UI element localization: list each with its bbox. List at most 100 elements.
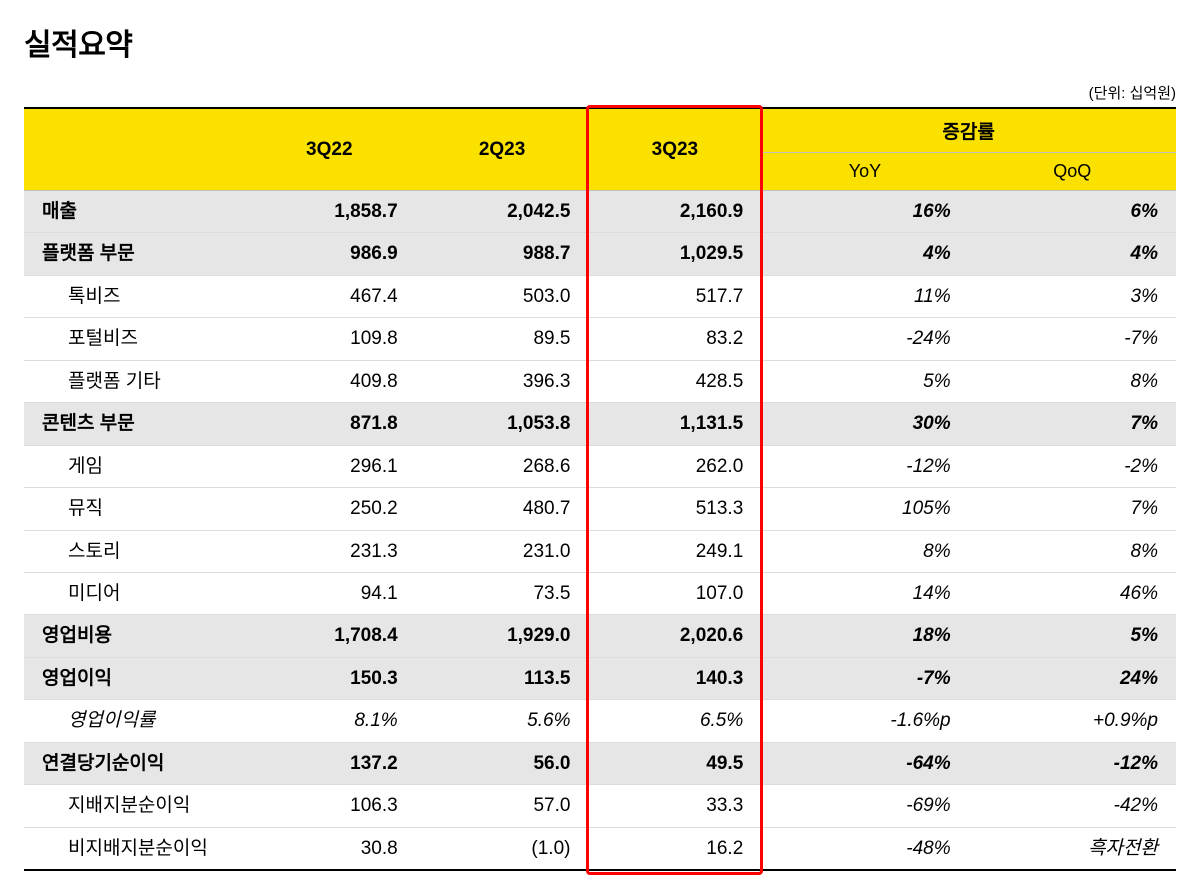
cell-3q23: 517.7	[588, 275, 761, 317]
cell-3q22: 296.1	[243, 445, 416, 487]
cell-3q22: 871.8	[243, 403, 416, 445]
cell-2q23: 231.0	[416, 530, 589, 572]
cell-3q23: 2,160.9	[588, 191, 761, 233]
cell-3q22: 467.4	[243, 275, 416, 317]
row-label: 포털비즈	[24, 318, 243, 360]
cell-2q23: 988.7	[416, 233, 589, 275]
table-row: 스토리231.3231.0249.18%8%	[24, 530, 1176, 572]
cell-2q23: 73.5	[416, 572, 589, 614]
cell-yoy: 16%	[761, 191, 968, 233]
table-row: 플랫폼 부문986.9988.71,029.54%4%	[24, 233, 1176, 275]
cell-yoy: -48%	[761, 827, 968, 870]
table-row: 영업이익150.3113.5140.3-7%24%	[24, 657, 1176, 699]
cell-3q23: 6.5%	[588, 700, 761, 742]
table-row: 플랫폼 기타409.8396.3428.55%8%	[24, 360, 1176, 402]
row-label: 영업이익률	[24, 700, 243, 742]
cell-3q22: 250.2	[243, 488, 416, 530]
cell-3q22: 30.8	[243, 827, 416, 870]
cell-yoy: -64%	[761, 742, 968, 784]
cell-3q23: 33.3	[588, 785, 761, 827]
table-row: 비지배지분순이익30.8(1.0)16.2-48%흑자전환	[24, 827, 1176, 870]
table-wrapper: 3Q22 2Q23 3Q23 증감률 YoY QoQ 매출1,858.72,04…	[24, 107, 1176, 871]
row-label: 뮤직	[24, 488, 243, 530]
cell-qoq: 7%	[969, 488, 1176, 530]
header-3q22: 3Q22	[243, 108, 416, 191]
cell-qoq: 흑자전환	[969, 827, 1176, 870]
cell-2q23: 503.0	[416, 275, 589, 317]
cell-yoy: -12%	[761, 445, 968, 487]
cell-qoq: 7%	[969, 403, 1176, 445]
cell-qoq: 24%	[969, 657, 1176, 699]
table-row: 톡비즈467.4503.0517.711%3%	[24, 275, 1176, 317]
cell-qoq: 6%	[969, 191, 1176, 233]
cell-3q23: 513.3	[588, 488, 761, 530]
table-row: 지배지분순이익106.357.033.3-69%-42%	[24, 785, 1176, 827]
row-label: 게임	[24, 445, 243, 487]
cell-yoy: 105%	[761, 488, 968, 530]
row-label: 지배지분순이익	[24, 785, 243, 827]
header-yoy: YoY	[761, 153, 968, 191]
row-label: 영업이익	[24, 657, 243, 699]
cell-qoq: 4%	[969, 233, 1176, 275]
row-label: 연결당기순이익	[24, 742, 243, 784]
cell-3q23: 49.5	[588, 742, 761, 784]
cell-yoy: -1.6%p	[761, 700, 968, 742]
cell-2q23: 1,053.8	[416, 403, 589, 445]
cell-3q22: 231.3	[243, 530, 416, 572]
table-row: 미디어94.173.5107.014%46%	[24, 572, 1176, 614]
header-qoq: QoQ	[969, 153, 1176, 191]
cell-3q23: 249.1	[588, 530, 761, 572]
cell-2q23: 113.5	[416, 657, 589, 699]
table-row: 영업이익률8.1%5.6%6.5%-1.6%p+0.9%p	[24, 700, 1176, 742]
cell-yoy: 4%	[761, 233, 968, 275]
cell-3q23: 428.5	[588, 360, 761, 402]
cell-yoy: 5%	[761, 360, 968, 402]
cell-3q22: 106.3	[243, 785, 416, 827]
cell-3q22: 109.8	[243, 318, 416, 360]
header-2q23: 2Q23	[416, 108, 589, 191]
cell-qoq: -12%	[969, 742, 1176, 784]
table-header-row-1: 3Q22 2Q23 3Q23 증감률	[24, 108, 1176, 153]
cell-2q23: 396.3	[416, 360, 589, 402]
cell-3q22: 8.1%	[243, 700, 416, 742]
cell-qoq: 3%	[969, 275, 1176, 317]
cell-3q23: 107.0	[588, 572, 761, 614]
table-row: 영업비용1,708.41,929.02,020.618%5%	[24, 615, 1176, 657]
table-row: 연결당기순이익137.256.049.5-64%-12%	[24, 742, 1176, 784]
cell-yoy: 8%	[761, 530, 968, 572]
cell-qoq: 8%	[969, 360, 1176, 402]
cell-qoq: 5%	[969, 615, 1176, 657]
row-label: 플랫폼 기타	[24, 360, 243, 402]
page-title: 실적요약	[24, 20, 1176, 64]
cell-yoy: 30%	[761, 403, 968, 445]
cell-2q23: 57.0	[416, 785, 589, 827]
row-label: 매출	[24, 191, 243, 233]
cell-3q22: 1,708.4	[243, 615, 416, 657]
table-row: 포털비즈109.889.583.2-24%-7%	[24, 318, 1176, 360]
cell-qoq: -2%	[969, 445, 1176, 487]
financial-summary-table: 3Q22 2Q23 3Q23 증감률 YoY QoQ 매출1,858.72,04…	[24, 107, 1176, 871]
row-label: 비지배지분순이익	[24, 827, 243, 870]
cell-3q23: 16.2	[588, 827, 761, 870]
cell-2q23: 89.5	[416, 318, 589, 360]
cell-qoq: 46%	[969, 572, 1176, 614]
cell-2q23: 56.0	[416, 742, 589, 784]
table-row: 매출1,858.72,042.52,160.916%6%	[24, 191, 1176, 233]
cell-3q22: 986.9	[243, 233, 416, 275]
row-label: 톡비즈	[24, 275, 243, 317]
header-blank	[24, 108, 243, 191]
unit-note: (단위: 십억원)	[24, 82, 1176, 103]
row-label: 영업비용	[24, 615, 243, 657]
cell-2q23: 268.6	[416, 445, 589, 487]
cell-2q23: 5.6%	[416, 700, 589, 742]
cell-qoq: +0.9%p	[969, 700, 1176, 742]
cell-yoy: -69%	[761, 785, 968, 827]
table-row: 게임296.1268.6262.0-12%-2%	[24, 445, 1176, 487]
cell-3q22: 150.3	[243, 657, 416, 699]
cell-3q22: 409.8	[243, 360, 416, 402]
cell-qoq: -7%	[969, 318, 1176, 360]
cell-3q22: 94.1	[243, 572, 416, 614]
cell-3q23: 140.3	[588, 657, 761, 699]
cell-qoq: -42%	[969, 785, 1176, 827]
cell-3q22: 137.2	[243, 742, 416, 784]
